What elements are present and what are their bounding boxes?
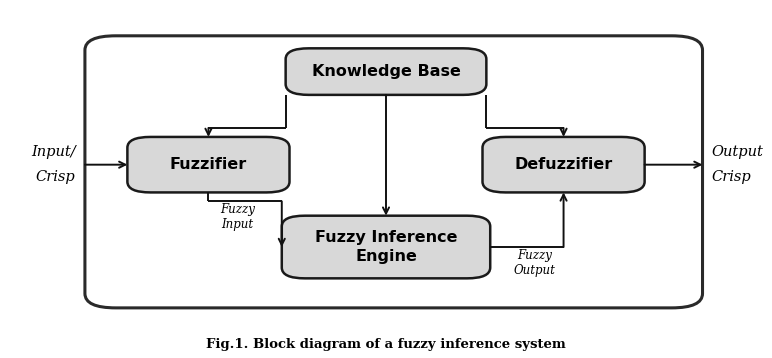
Text: Crisp: Crisp (36, 170, 76, 184)
FancyBboxPatch shape (282, 216, 490, 279)
Text: Fuzzy
Output: Fuzzy Output (513, 249, 556, 277)
Text: Fuzzy
Input: Fuzzy Input (220, 203, 255, 231)
Text: Output: Output (712, 145, 764, 159)
Text: Input/: Input/ (31, 145, 76, 159)
Text: Crisp: Crisp (712, 170, 751, 184)
Text: Knowledge Base: Knowledge Base (312, 64, 460, 79)
Text: Defuzzifier: Defuzzifier (514, 157, 613, 172)
FancyBboxPatch shape (127, 137, 290, 192)
FancyBboxPatch shape (482, 137, 645, 192)
Text: Fig.1. Block diagram of a fuzzy inference system: Fig.1. Block diagram of a fuzzy inferenc… (206, 338, 566, 351)
Text: Fuzzy Inference
Engine: Fuzzy Inference Engine (315, 230, 457, 264)
Text: Fuzzifier: Fuzzifier (170, 157, 247, 172)
FancyBboxPatch shape (85, 36, 703, 308)
FancyBboxPatch shape (286, 48, 486, 95)
